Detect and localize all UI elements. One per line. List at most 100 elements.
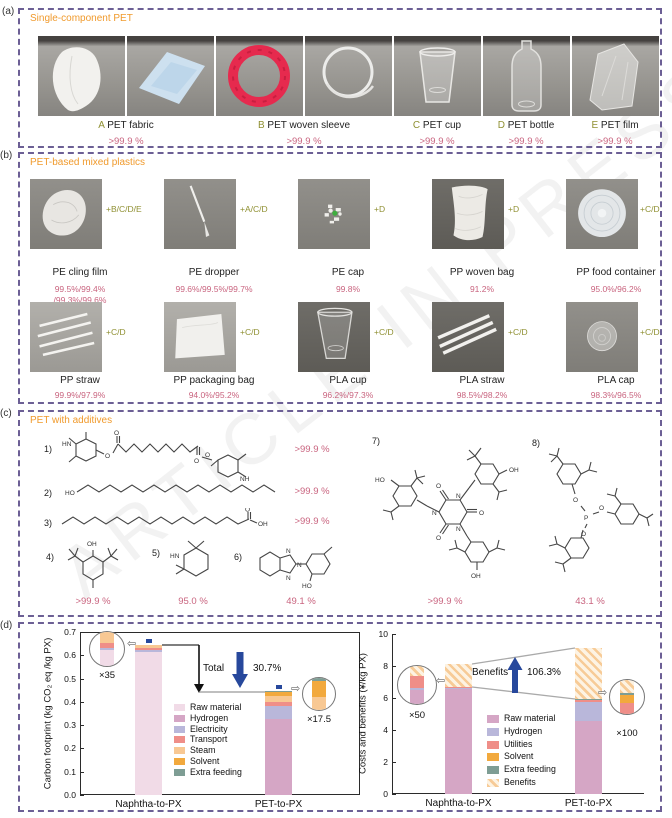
y-tick-label: 0.1 <box>64 766 76 777</box>
legend-label: Solvent <box>190 756 220 766</box>
mix-label: +C/D <box>640 327 660 337</box>
pet-sleeve-red-photo <box>216 36 303 116</box>
bar-segment-solvent <box>265 692 292 696</box>
structure-number: 3) <box>44 518 53 528</box>
magnifier-circle-x35 <box>89 631 125 667</box>
mix-label: +D <box>374 204 386 214</box>
conversion-value: >99.9 % <box>427 596 463 607</box>
legend-swatch-benefits <box>487 779 499 787</box>
svg-text:O: O <box>573 497 578 504</box>
chemical-structure-2: HO <box>64 478 279 504</box>
mix-label: +C/D <box>106 327 126 337</box>
item-name: PE cap <box>331 267 365 278</box>
panel-b-tag: (b) <box>0 150 13 161</box>
mix-label: +C/D <box>508 327 528 337</box>
magnifier-segment-solvent <box>620 695 634 703</box>
svg-text:O: O <box>105 453 110 460</box>
pet-fabric-white-photo <box>38 36 125 116</box>
legend-label: Raw material <box>190 702 242 712</box>
structure-number: 8) <box>532 438 541 448</box>
magnifier-segment-steam <box>312 696 326 710</box>
carbon-footprint-chart: Carbon footprint (kg CO₂ eq /kg PX) Tota… <box>40 626 370 812</box>
benefits-annotation-label: Benefits <box>472 667 509 678</box>
svg-text:HO: HO <box>65 490 75 497</box>
mix-label: +C/D <box>640 204 660 214</box>
structure-number: 2) <box>44 488 53 498</box>
panel-b: PET-based mixed plastics +B/C/D/E +A/C/D… <box>18 152 662 404</box>
chemical-structure-7: N N N O O O OH HO OH <box>365 436 545 588</box>
legend-swatch-hydrogen <box>487 727 499 736</box>
svg-text:N: N <box>286 575 291 582</box>
y-tick-mark <box>80 678 84 680</box>
chemical-structure-6: N N N HO <box>252 540 348 592</box>
svg-text:O: O <box>114 430 119 437</box>
yield-value: 91.2% <box>469 284 495 294</box>
pla-cap-photo <box>566 302 638 372</box>
svg-text:HN: HN <box>62 441 72 448</box>
purity-value: >99.9 % <box>508 136 544 147</box>
conversion-value: >99.9 % <box>75 596 111 607</box>
plot-area <box>80 632 360 795</box>
group-letter: A <box>98 120 105 131</box>
legend-swatch-electricity <box>174 725 185 733</box>
item-name: PLA straw <box>459 375 505 386</box>
legend-label: Extra feeding <box>190 766 242 777</box>
magnifier-label: ×35 <box>98 670 116 681</box>
legend-label: Electricity <box>190 723 228 734</box>
structure-number: 6) <box>234 552 243 562</box>
total-annotation-label: Total <box>203 663 225 674</box>
pe-dropper-photo <box>164 179 236 249</box>
plot-area <box>392 634 644 794</box>
group-label-b: B PET woven sleeve <box>234 120 374 131</box>
yield-value: 99.5%/99.4% <box>54 284 106 294</box>
y-tick-mark <box>80 795 84 796</box>
pp-packaging-bag-photo <box>164 302 236 372</box>
y-tick-mark <box>80 655 84 657</box>
pla-cup-photo <box>298 302 370 372</box>
item-name: PP food container <box>576 267 656 278</box>
y-tick-mark <box>392 794 396 795</box>
magnifier-segment-raw-material <box>100 650 114 666</box>
total-marker <box>145 638 152 643</box>
svg-text:O: O <box>205 452 210 459</box>
y-tick-mark <box>80 771 84 773</box>
pp-straw-photo <box>30 302 102 372</box>
panel-a: Single-component PET A PET fabric B PET … <box>18 8 662 148</box>
legend-swatch-transport <box>174 736 185 744</box>
item-name: PLA cup <box>329 375 367 386</box>
svg-text:P: P <box>584 515 588 522</box>
svg-text:N: N <box>297 562 302 569</box>
y-tick-label: 0.0 <box>64 790 76 800</box>
magnifier-segment-raw-material <box>410 690 424 704</box>
svg-text:OH: OH <box>87 541 97 548</box>
magnifier-segment-utilities <box>410 675 424 689</box>
bar-segment-extra-feeding <box>575 698 602 700</box>
purity-value: >99.9 % <box>597 136 633 147</box>
bar-segment-benefits <box>445 663 472 687</box>
y-tick-mark <box>80 725 84 727</box>
svg-text:NH: NH <box>240 476 250 482</box>
legend-swatch-solvent <box>174 758 185 765</box>
group-letter: D <box>497 120 505 131</box>
open-arrow-left-icon: ⇦ <box>436 675 446 687</box>
svg-text:HO: HO <box>375 477 385 484</box>
x-category-label: PET-to-PX <box>254 799 303 810</box>
y-tick-label: 8 <box>383 661 388 671</box>
y-tick-label: 2 <box>383 757 388 767</box>
item-name: PE cling film <box>52 267 108 278</box>
magnifier-segment-extra-feeding <box>620 693 634 696</box>
legend-label: Raw material <box>504 713 556 723</box>
chemical-structure-3: O OH <box>60 508 282 534</box>
magnifier-segment-electricity <box>100 648 114 651</box>
mix-label: +C/D <box>240 327 260 337</box>
legend-swatch-utilities <box>487 740 499 749</box>
yield-value: 99.6%/99.5%/99.7% <box>175 284 253 294</box>
svg-text:HN: HN <box>170 553 180 560</box>
panel-d-tag: (d) <box>0 620 13 631</box>
svg-text:O: O <box>436 535 441 542</box>
yield-value: 98.5%/98.2% <box>456 390 508 400</box>
bar-segment-transport <box>135 648 162 651</box>
y-tick-label: 0 <box>383 789 388 799</box>
pp-woven-bag-photo <box>432 179 504 249</box>
